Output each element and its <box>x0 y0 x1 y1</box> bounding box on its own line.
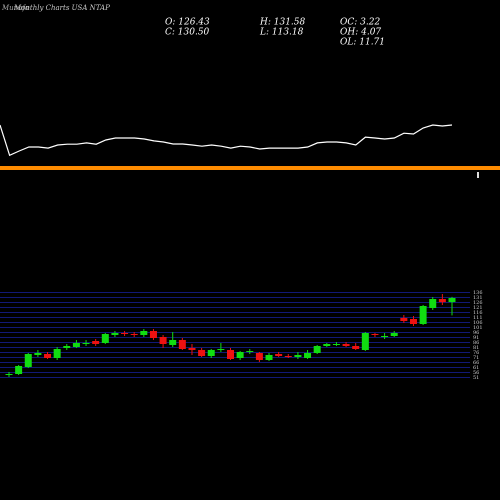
candle-body <box>284 356 292 357</box>
stat: L: 113.18 <box>259 28 304 38</box>
candle-body <box>400 318 408 321</box>
candle-body <box>313 346 321 353</box>
candle-body <box>198 350 206 356</box>
stat: H: 131.58 <box>259 18 306 28</box>
candle-body <box>149 331 157 338</box>
candle-body <box>438 299 446 303</box>
y-tick-label: 71 <box>473 355 479 361</box>
candle-body <box>82 343 90 344</box>
candle-body <box>255 353 263 360</box>
candle-body <box>361 333 369 350</box>
y-tick-label: 56 <box>473 370 479 376</box>
candle-body <box>24 354 32 367</box>
candle-body <box>246 351 254 352</box>
candle-body <box>169 340 177 345</box>
y-tick-label: 76 <box>473 350 479 356</box>
y-tick-label: 111 <box>473 315 483 321</box>
candle-body <box>207 350 215 356</box>
y-tick-label: 136 <box>473 290 483 296</box>
candle-body <box>159 337 167 344</box>
stat: OC: 3.22 <box>340 18 380 28</box>
candle-body <box>409 319 417 324</box>
candle-body <box>178 340 186 349</box>
candle-body <box>227 350 234 359</box>
candle-body <box>323 344 331 346</box>
candle-body <box>72 343 80 347</box>
brand: Munafa <box>1 4 29 12</box>
candle-body <box>34 353 42 355</box>
candle-body <box>44 354 52 358</box>
stat: OL: 11.71 <box>340 38 385 48</box>
y-tick-label: 106 <box>473 320 483 326</box>
y-tick-label: 66 <box>473 360 479 366</box>
stat: C: 130.50 <box>165 28 210 38</box>
candle-body <box>390 333 398 336</box>
stat: O: 126.43 <box>165 18 210 28</box>
candle-body <box>342 344 350 346</box>
y-tick-label: 126 <box>473 300 483 306</box>
y-tick-label: 116 <box>473 310 483 316</box>
candle-body <box>236 352 244 358</box>
candle-body <box>419 306 427 324</box>
candle-body <box>63 346 71 348</box>
candle-body <box>53 349 61 358</box>
y-tick-label: 91 <box>473 335 479 341</box>
candle-body <box>275 354 283 356</box>
y-tick-label: 61 <box>473 365 479 371</box>
y-tick-label: 51 <box>473 375 479 381</box>
candle-body <box>15 366 23 374</box>
candle-body <box>265 355 273 360</box>
indicator-line <box>0 124 453 157</box>
candle-body <box>332 344 340 345</box>
candle-body <box>304 353 312 358</box>
y-tick-label: 101 <box>473 325 483 331</box>
candle-body <box>121 333 129 334</box>
y-tick-label: 131 <box>473 295 483 301</box>
candle-body <box>188 348 196 350</box>
candle-body <box>217 349 225 350</box>
candle-body <box>111 333 119 335</box>
candle-body <box>130 334 138 335</box>
marker <box>477 172 479 178</box>
y-tick-label: 86 <box>473 340 479 346</box>
candle-body <box>92 341 100 344</box>
candle-body <box>140 331 148 335</box>
candle-body <box>101 334 109 343</box>
chart-title: Monthly Charts USA NTAP <box>13 4 110 12</box>
candle-body <box>5 374 13 375</box>
candle-body <box>429 299 437 308</box>
y-tick-label: 121 <box>473 305 483 311</box>
candle-body <box>371 334 379 335</box>
candle-body <box>448 298 456 303</box>
y-tick-label: 81 <box>473 345 479 351</box>
candle-body <box>352 346 360 349</box>
candle-body <box>294 355 302 357</box>
y-tick-label: 96 <box>473 330 479 336</box>
divider <box>0 166 500 170</box>
candle-body <box>381 336 389 337</box>
stat: OH: 4.07 <box>340 28 381 38</box>
